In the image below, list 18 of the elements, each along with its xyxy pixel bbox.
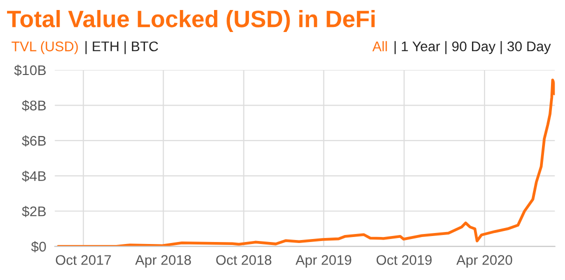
x-tick-label: Apr 2019: [296, 255, 352, 268]
y-tick-label: $4B: [22, 170, 46, 182]
text: TVL (USD): [12, 41, 78, 54]
x-tick-label: Oct 2018: [216, 255, 272, 265]
x-tick-label: Apr 2018: [135, 255, 191, 268]
x-tick-label: Oct 2019: [376, 255, 432, 265]
text: | ETH | BTC: [85, 41, 158, 54]
chart-title: Total Value Locked (USD) in DeFi: [7, 10, 375, 32]
x-tick-label: Apr 2020: [456, 255, 512, 268]
line-series: [56, 78, 555, 246]
y-tick-label: $6B: [22, 135, 46, 147]
y-tick-label: $2B: [22, 206, 46, 218]
y-tick-label: $8B: [22, 100, 46, 112]
y-tick-label: $10B: [14, 64, 46, 76]
y-tick-label: $0: [31, 241, 46, 252]
text: | 1 Year | 90 Day | 30 Day: [394, 41, 551, 54]
x-tick-label: Oct 2017: [56, 255, 111, 265]
text: All: [372, 41, 387, 52]
